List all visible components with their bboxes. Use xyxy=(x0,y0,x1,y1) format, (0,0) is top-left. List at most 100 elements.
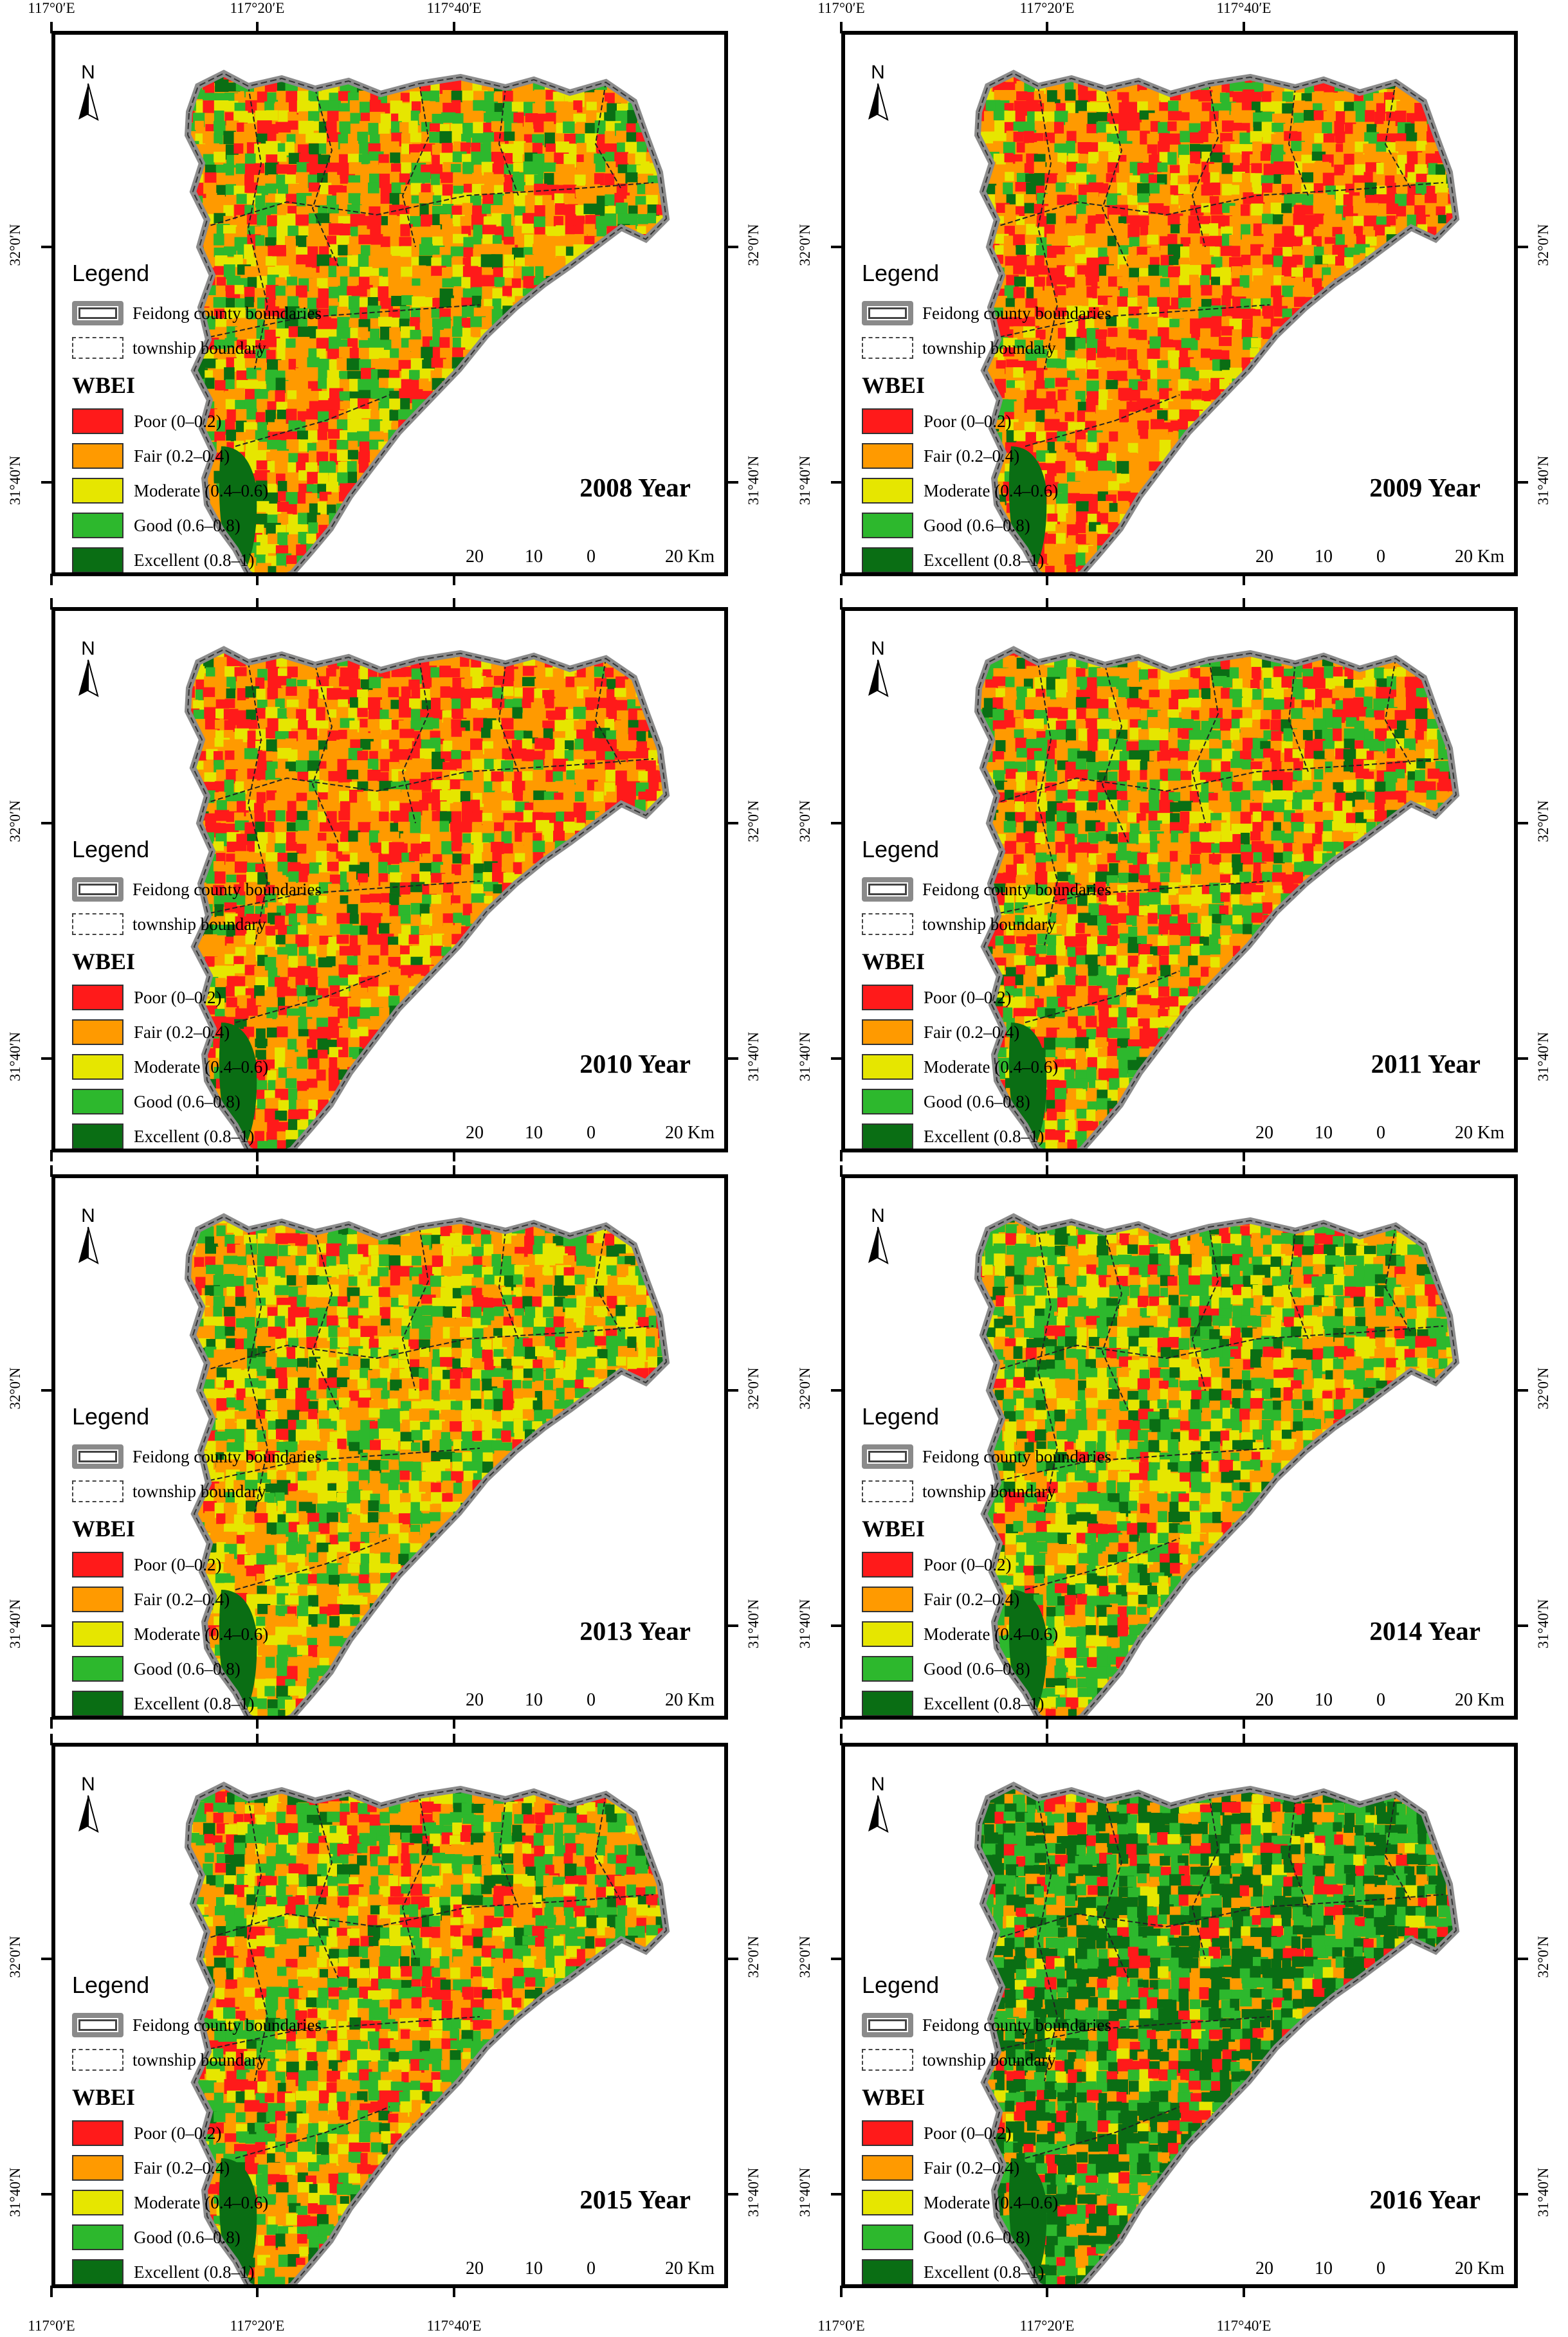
wbei-title: WBEI xyxy=(72,2084,355,2111)
scale-labels: 20 10 0 20 Km xyxy=(453,1690,723,1713)
tick xyxy=(256,22,259,33)
class-label: Good (0.6–0.8) xyxy=(134,516,241,536)
lat-label-left: 32°0′N xyxy=(7,1936,24,1978)
lat-label-right: 31°40′N xyxy=(1535,1599,1552,1649)
tick xyxy=(1243,574,1245,585)
class-label: Moderate (0.4–0.6) xyxy=(134,481,268,501)
legend-title: Legend xyxy=(862,260,1145,287)
lon-label-top: 117°40′E xyxy=(427,0,482,17)
county-boundary-label: Feidong county boundaries xyxy=(922,880,1111,900)
lon-label-bottom: 117°0′E xyxy=(817,2318,864,2334)
lat-label-left: 31°40′N xyxy=(7,456,24,505)
township-boundary-swatch xyxy=(862,913,913,935)
legend-title: Legend xyxy=(862,1972,1145,1999)
wbei-title: WBEI xyxy=(862,948,1145,975)
class-swatch xyxy=(72,2120,123,2146)
legend-class-row: Poor (0–0.2) xyxy=(72,980,355,1015)
tick xyxy=(50,1717,53,1729)
scale-label: 0 xyxy=(1376,1690,1385,1711)
legend-township-row: township boundary xyxy=(862,2042,1145,2077)
class-label: Excellent (0.8–1) xyxy=(924,1694,1044,1714)
legend-class-row: Moderate (0.4–0.6) xyxy=(72,2185,355,2220)
class-label: Good (0.6–0.8) xyxy=(134,2228,241,2248)
tick xyxy=(831,246,843,248)
tick xyxy=(1517,1958,1528,1960)
map-panel: N Legend Feidong county boundaries township… xyxy=(841,607,1518,1152)
tick xyxy=(1517,1389,1528,1392)
tick xyxy=(831,1057,843,1060)
north-arrow-glyph xyxy=(78,659,99,697)
class-label: Moderate (0.4–0.6) xyxy=(924,1624,1058,1644)
county-map xyxy=(974,646,1460,1149)
county-map xyxy=(184,1213,670,1716)
lat-label-left: 31°40′N xyxy=(797,456,814,505)
tick xyxy=(1243,22,1245,33)
north-arrow-icon: N xyxy=(863,1775,893,1837)
tick xyxy=(50,574,53,585)
lat-label-right: 32°0′N xyxy=(745,1936,762,1978)
township-boundary-swatch xyxy=(862,1480,913,1502)
class-swatch xyxy=(72,443,123,469)
lon-label-top: 117°20′E xyxy=(230,0,285,17)
class-swatch xyxy=(72,1019,123,1045)
legend-title: Legend xyxy=(72,1972,355,1999)
tick xyxy=(453,1717,455,1729)
lat-label-right: 32°0′N xyxy=(1535,800,1552,842)
tick xyxy=(1046,574,1048,585)
county-map xyxy=(184,1781,670,2284)
map-panel: N Legend Feidong county boundaries township… xyxy=(51,1743,728,2288)
class-label: Fair (0.2–0.4) xyxy=(924,1590,1019,1610)
class-label: Poor (0–0.2) xyxy=(924,412,1012,432)
north-arrow-glyph xyxy=(78,83,99,121)
legend-class-row: Good (0.6–0.8) xyxy=(862,1651,1145,1686)
lat-label-right: 32°0′N xyxy=(745,800,762,842)
class-swatch xyxy=(862,1621,913,1647)
class-label: Good (0.6–0.8) xyxy=(924,1659,1030,1679)
scale-label: 0 xyxy=(587,547,596,567)
legend-title: Legend xyxy=(72,260,355,287)
class-swatch xyxy=(72,1587,123,1612)
north-letter: N xyxy=(73,639,103,659)
north-arrow-glyph xyxy=(868,1795,889,1833)
class-label: Excellent (0.8–1) xyxy=(924,1127,1044,1147)
tick xyxy=(840,2286,843,2297)
scale-label: 20 xyxy=(1255,2259,1273,2279)
lat-label-right: 31°40′N xyxy=(745,2168,762,2217)
tick xyxy=(41,1389,53,1392)
class-swatch xyxy=(862,1691,913,1716)
year-label: 2009 Year xyxy=(1369,472,1481,503)
tick xyxy=(840,574,843,585)
scale-label: 10 xyxy=(525,1123,543,1143)
year-label: 2008 Year xyxy=(579,472,691,503)
legend-township-row: township boundary xyxy=(862,331,1145,365)
class-label: Excellent (0.8–1) xyxy=(134,1694,254,1714)
class-label: Poor (0–0.2) xyxy=(924,2123,1012,2143)
legend-class-row: Fair (0.2–0.4) xyxy=(72,1582,355,1617)
lat-label-left: 31°40′N xyxy=(797,2168,814,2217)
tick xyxy=(831,481,843,484)
lat-label-right: 31°40′N xyxy=(1535,456,1552,505)
tick xyxy=(831,1958,843,1960)
class-label: Fair (0.2–0.4) xyxy=(134,1023,230,1042)
tick xyxy=(727,2193,738,2196)
north-arrow-glyph xyxy=(868,659,889,697)
class-swatch xyxy=(862,443,913,469)
township-boundary-swatch xyxy=(72,337,123,359)
legend-class-row: Moderate (0.4–0.6) xyxy=(862,1050,1145,1084)
legend-class-row: Moderate (0.4–0.6) xyxy=(862,1617,1145,1651)
lat-label-right: 32°0′N xyxy=(1535,1367,1552,1409)
tick xyxy=(1243,1734,1245,1745)
lat-label-right: 32°0′N xyxy=(745,1367,762,1409)
scale-label: 10 xyxy=(525,2259,543,2279)
county-map xyxy=(974,1781,1460,2284)
legend-county-row: Feidong county boundaries xyxy=(862,872,1145,907)
tick xyxy=(453,1165,455,1177)
legend-title: Legend xyxy=(862,1403,1145,1430)
class-swatch xyxy=(862,2224,913,2250)
lat-label-left: 32°0′N xyxy=(7,224,24,266)
scale-label: 20 Km xyxy=(665,547,715,567)
tick xyxy=(1046,1165,1048,1177)
tick xyxy=(1243,1717,1245,1729)
scale-label: 0 xyxy=(587,1123,596,1143)
legend-township-row: township boundary xyxy=(862,1474,1145,1509)
